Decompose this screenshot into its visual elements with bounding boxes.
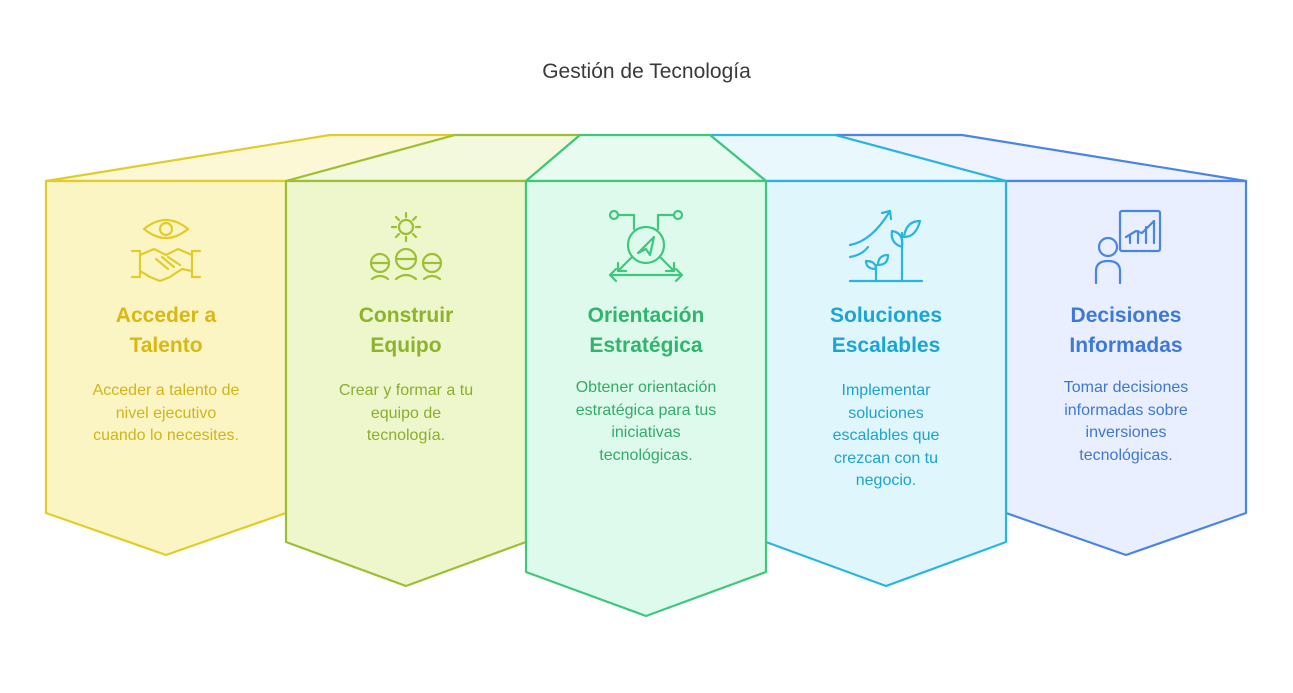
card-title-line: Orientación	[587, 304, 705, 327]
card-3: Orientación Estratégica Obtener orientació…	[536, 301, 756, 467]
card-title: Soluciones Escalables	[776, 301, 996, 361]
card-description: Crear y formar a tu equipo de tecnología.	[296, 380, 516, 448]
card-description-line: estratégica para tus	[575, 401, 717, 419]
card-description-line: iniciativas	[611, 424, 681, 441]
card-shape-3	[524, 133, 768, 618]
card-4: Soluciones Escalables Implementar solucione…	[776, 301, 996, 493]
card-description-line: negocio.	[855, 472, 917, 489]
page-title: Gestión de Tecnología	[542, 60, 751, 83]
card-description-line: Tomar decisiones	[1063, 379, 1189, 396]
card-title-line: Acceder a	[115, 304, 217, 327]
card-shape-2	[284, 133, 582, 588]
card-2: Construir Equipo Crear y formar a tu equipo…	[296, 301, 516, 448]
card-title-line: Informadas	[1069, 334, 1183, 357]
team-gear-icon	[369, 211, 443, 281]
card-description-line: Implementar	[841, 382, 931, 399]
card-1: Acceder a Talento Acceder a talento de nive…	[56, 301, 276, 448]
card-title: Construir Equipo	[296, 301, 516, 361]
card-description-line: tecnológicas.	[1079, 446, 1173, 464]
growth-plant-icon	[848, 209, 924, 283]
card-description-line: soluciones	[848, 404, 924, 422]
card-description: Implementar soluciones escalables que crezc…	[776, 380, 996, 493]
card-shape-1	[44, 133, 457, 557]
card-title-line: Soluciones	[829, 304, 943, 327]
card-description: Tomar decisiones informadas sobre inversio…	[1016, 377, 1236, 467]
card-title: Acceder a Talento	[56, 301, 276, 361]
card-title-line: Equipo	[370, 334, 442, 357]
card-front-face	[284, 179, 528, 588]
card-description-line: cuando lo necesites.	[93, 427, 239, 444]
card-title-line: Talento	[129, 334, 203, 357]
card-title: Decisiones Informadas	[1016, 301, 1236, 361]
card-description-line: inversiones	[1085, 424, 1167, 441]
card-description: Obtener orientación estratégica para tus i…	[536, 377, 756, 467]
card-front-face	[524, 179, 768, 618]
card-description-line: nivel ejecutivo	[115, 404, 217, 422]
compass-arrows-icon	[608, 209, 684, 283]
card-title: Orientación Estratégica	[536, 301, 756, 361]
card-shape-5	[833, 133, 1248, 557]
card-description-line: Crear y formar a tu	[338, 382, 474, 399]
card-front-face	[44, 179, 288, 557]
card-title-line: Escalables	[831, 334, 941, 357]
card-description-line: Acceder a talento de	[92, 382, 240, 399]
card-title-line: Decisiones	[1070, 304, 1182, 327]
card-description-line: tecnología.	[366, 427, 446, 444]
card-description-line: crezcan con tu	[833, 449, 939, 467]
handshake-eye-icon	[130, 218, 202, 283]
card-description-line: equipo de	[370, 404, 442, 422]
card-description-line: tecnológicas.	[599, 446, 693, 464]
card-title-line: Estratégica	[589, 334, 703, 357]
presenter-chart-icon	[1094, 209, 1162, 285]
card-description: Acceder a talento de nivel ejecutivo cuand…	[56, 380, 276, 448]
card-description-line: informadas sobre	[1064, 401, 1188, 419]
card-description-line: escalables que	[832, 427, 940, 444]
card-5: Decisiones Informadas Tomar decisiones info…	[1016, 301, 1236, 467]
card-title-line: Construir	[358, 304, 454, 327]
card-description-line: Obtener orientación	[575, 379, 717, 396]
